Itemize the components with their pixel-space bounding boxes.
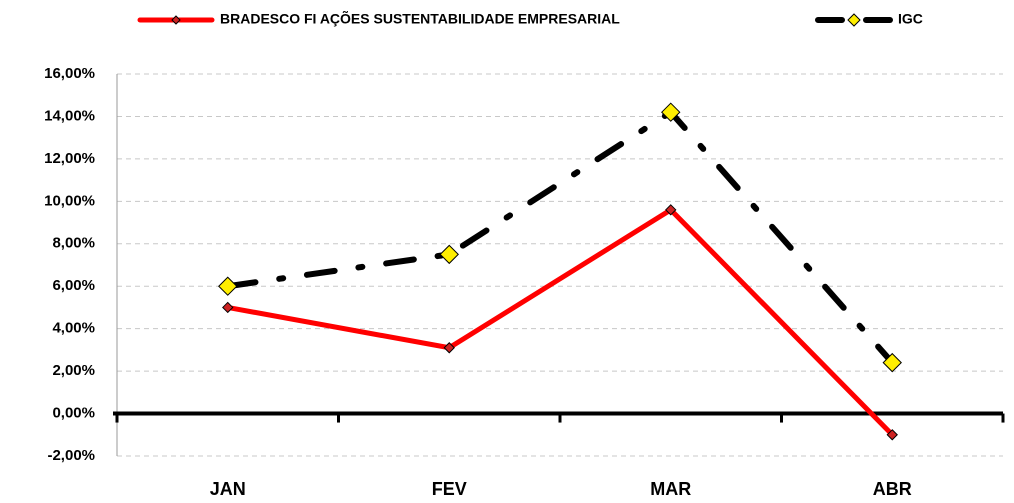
- y-tick-label: 0,00%: [52, 405, 95, 422]
- y-tick-label: 8,00%: [52, 235, 95, 252]
- y-tick-label: -2,00%: [47, 447, 95, 464]
- x-tick-label: MAR: [650, 479, 691, 499]
- y-tick-label: 12,00%: [44, 150, 95, 167]
- legend-marker: [171, 15, 181, 25]
- data-point: [222, 301, 234, 314]
- y-tick-label: 2,00%: [52, 362, 95, 379]
- data-point: [439, 244, 459, 265]
- y-tick-label: 4,00%: [52, 320, 95, 337]
- data-point: [665, 204, 677, 216]
- data-point: [886, 429, 898, 441]
- series-line: [225, 206, 895, 438]
- y-tick-label: 10,00%: [44, 192, 95, 209]
- x-tick-label: ABR: [873, 479, 912, 499]
- data-point: [661, 102, 681, 122]
- y-tick-label: 14,00%: [44, 107, 95, 124]
- legend-label: IGC: [898, 11, 923, 27]
- x-tick-label: FEV: [432, 479, 467, 499]
- data-point: [443, 342, 455, 354]
- series-line: [224, 108, 896, 366]
- legend-label: BRADESCO FI AÇÕES SUSTENTABILIDADE EMPRE…: [220, 10, 620, 27]
- data-point: [218, 276, 238, 296]
- x-tick-label: JAN: [210, 479, 246, 499]
- y-tick-label: 16,00%: [44, 65, 95, 82]
- legend-marker: [847, 13, 861, 27]
- y-tick-label: 6,00%: [52, 277, 95, 294]
- data-point: [882, 352, 902, 373]
